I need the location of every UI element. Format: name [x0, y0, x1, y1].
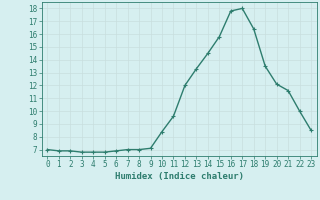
X-axis label: Humidex (Indice chaleur): Humidex (Indice chaleur) [115, 172, 244, 181]
